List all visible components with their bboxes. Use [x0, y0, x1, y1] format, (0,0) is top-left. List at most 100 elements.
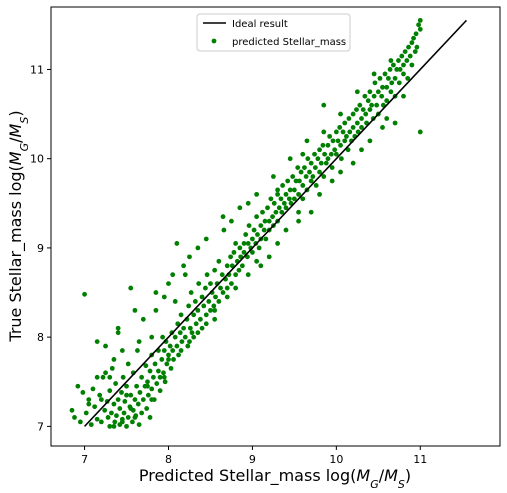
data-point: [156, 368, 161, 374]
data-point: [333, 129, 339, 135]
x-tick-label: 10: [329, 453, 343, 466]
data-point: [229, 281, 234, 287]
data-point: [377, 75, 383, 81]
data-point: [115, 397, 121, 402]
data-point: [338, 169, 343, 175]
data-point: [233, 285, 239, 291]
data-point: [149, 386, 155, 392]
data-point: [291, 187, 297, 193]
data-point: [363, 111, 369, 117]
data-point: [212, 267, 218, 273]
data-point: [115, 325, 121, 331]
data-point: [350, 125, 356, 130]
data-point: [203, 236, 209, 242]
data-point: [321, 174, 327, 179]
data-point: [313, 183, 319, 188]
data-point: [136, 422, 142, 427]
data-point: [109, 410, 114, 416]
data-point: [320, 142, 326, 148]
data-point: [191, 334, 197, 340]
data-point: [371, 71, 377, 77]
data-point: [369, 102, 374, 108]
data-point: [300, 151, 306, 157]
data-point: [295, 165, 301, 171]
data-point: [122, 398, 128, 404]
data-point: [281, 200, 287, 206]
data-point: [409, 62, 415, 68]
data-point: [90, 386, 96, 392]
data-point: [224, 285, 230, 291]
data-point: [115, 330, 121, 336]
x-tick-label: 7: [81, 453, 88, 466]
data-point: [245, 241, 251, 246]
data-point: [181, 325, 187, 331]
data-point: [260, 209, 265, 215]
data-point: [83, 410, 89, 416]
data-point: [124, 423, 129, 429]
data-point: [216, 258, 222, 264]
data-point: [107, 388, 113, 394]
data-point: [170, 348, 176, 353]
data-point: [275, 187, 280, 193]
data-point: [188, 290, 194, 295]
data-point: [384, 84, 390, 90]
data-point: [208, 307, 213, 313]
data-point: [254, 191, 260, 197]
data-point: [121, 410, 127, 416]
data-point: [296, 209, 301, 215]
data-point: [271, 200, 277, 206]
data-point: [233, 272, 239, 278]
data-point: [178, 348, 184, 353]
data-point: [124, 383, 129, 389]
data-point: [111, 423, 117, 429]
data-point: [401, 93, 406, 99]
data-point: [388, 89, 394, 95]
data-point: [201, 303, 207, 309]
data-point: [365, 98, 371, 104]
data-point: [94, 374, 100, 380]
data-point: [166, 357, 171, 362]
data-point: [107, 374, 113, 380]
data-point: [144, 406, 150, 411]
data-point: [251, 227, 257, 233]
data-point: [88, 422, 94, 427]
data-point: [296, 191, 301, 197]
data-point: [162, 379, 168, 385]
data-point: [254, 258, 260, 264]
data-point: [417, 129, 423, 135]
data-point: [325, 142, 331, 148]
data-point: [384, 98, 390, 104]
data-point: [97, 392, 103, 398]
data-point: [111, 401, 117, 407]
ideal-line-layer: [83, 19, 468, 427]
data-point: [98, 397, 104, 402]
data-point: [396, 58, 401, 63]
data-point: [293, 178, 299, 184]
data-point: [273, 209, 279, 215]
data-point: [335, 138, 341, 144]
data-point: [231, 249, 237, 255]
data-point: [117, 406, 123, 411]
data-point: [145, 392, 151, 398]
data-point: [182, 334, 188, 340]
data-point: [98, 419, 104, 425]
data-point: [137, 390, 143, 395]
data-point: [114, 413, 119, 419]
data-point: [166, 281, 171, 287]
data-point: [354, 120, 360, 126]
data-point: [236, 267, 242, 273]
data-point: [305, 156, 311, 162]
data-point: [211, 303, 217, 309]
data-point: [140, 397, 146, 402]
data-point: [69, 407, 75, 413]
data-point: [219, 272, 225, 278]
data-point: [258, 263, 264, 269]
data-point: [375, 89, 381, 95]
data-point: [113, 381, 119, 386]
data-point: [304, 138, 310, 144]
data-point: [308, 209, 314, 215]
data-point: [286, 196, 292, 202]
data-point: [147, 415, 153, 420]
data-point: [392, 75, 398, 81]
data-point: [203, 285, 208, 291]
